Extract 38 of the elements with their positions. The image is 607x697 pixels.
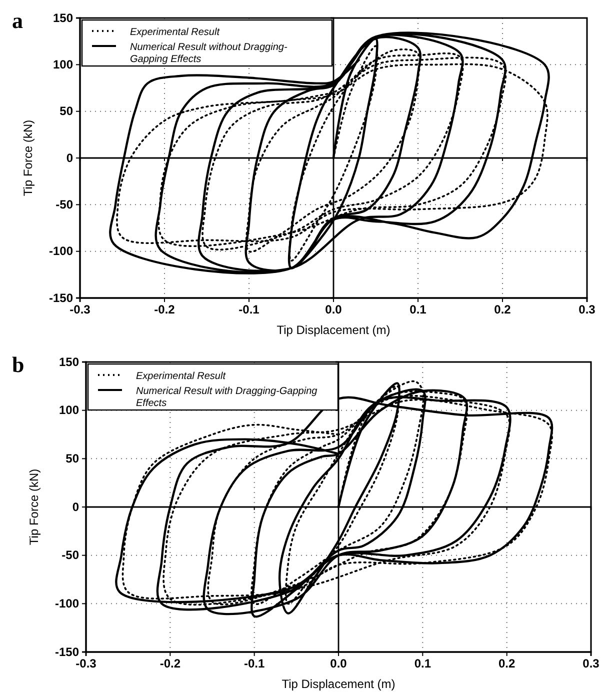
y-tick-label: 50: [66, 452, 80, 466]
x-tick-label: -0.1: [244, 656, 265, 671]
x-tick-label: -0.2: [160, 656, 181, 671]
y-tick-label: 150: [58, 354, 80, 369]
y-tick-label: -100: [48, 244, 74, 258]
chart-title: a: [12, 8, 23, 33]
x-tick-label: 0.2: [498, 656, 516, 671]
x-tick-label: 0.1: [410, 302, 427, 317]
x-tick-label: -0.1: [238, 302, 260, 317]
y-tick-label: 100: [52, 58, 74, 72]
x-tick-label: 0.1: [414, 656, 432, 671]
legend-label: Numerical Result with Dragging-Gapping Effects: [136, 386, 318, 409]
y-tick-label: -50: [62, 548, 80, 562]
x-tick-label: -0.3: [70, 302, 91, 317]
y-tick-label: 0: [72, 500, 80, 514]
x-tick-label: 0.2: [494, 302, 512, 317]
x-axis-title: Tip Displacement (m): [276, 323, 390, 337]
x-tick-label: -0.3: [76, 656, 97, 671]
y-tick-label: -50: [56, 198, 74, 212]
y-tick-label: 150: [52, 10, 74, 25]
x-tick-label: 0.0: [330, 656, 348, 671]
chart-title: b: [12, 352, 24, 377]
y-tick-label: -150: [48, 290, 74, 305]
y-axis-title: Tip Force (kN): [27, 468, 41, 546]
y-tick-label: -150: [54, 644, 80, 659]
legend-label: Experimental Result: [130, 27, 221, 38]
legend-label: Numerical Result without Dragging-Gapping Effects: [130, 42, 288, 65]
y-tick-label: 100: [58, 403, 80, 418]
y-tick-label: -100: [54, 596, 80, 611]
y-tick-label: 0: [66, 150, 74, 165]
x-tick-label: 0.3: [582, 656, 600, 671]
y-tick-label: 50: [60, 104, 74, 118]
x-tick-label: 0.0: [325, 302, 342, 317]
x-axis-title: Tip Displacement (m): [282, 677, 396, 691]
legend-label: Experimental Result: [136, 371, 227, 382]
y-axis-title: Tip Force (kN): [21, 120, 35, 196]
x-tick-label: -0.2: [154, 302, 176, 317]
x-tick-label: 0.3: [578, 302, 596, 317]
